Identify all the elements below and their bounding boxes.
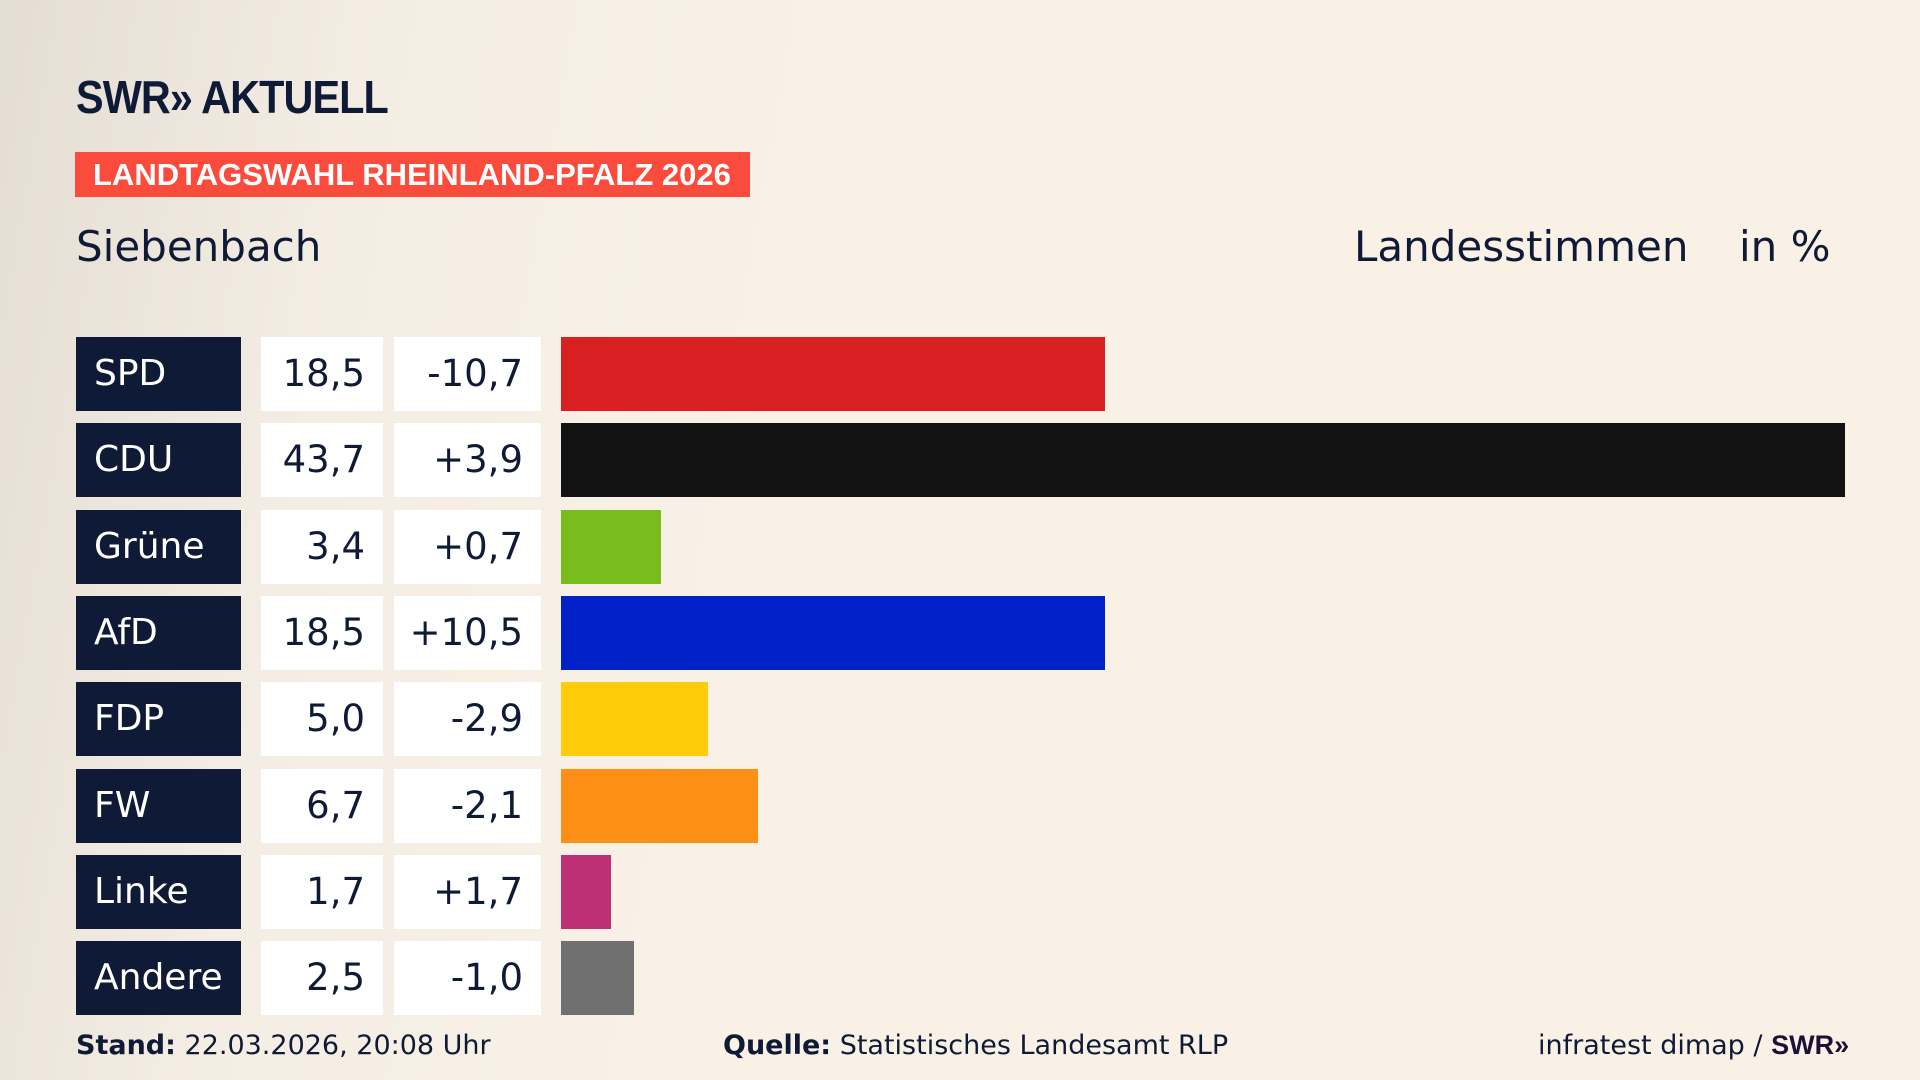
change-label: -1,0	[394, 941, 541, 1016]
change-label: -2,1	[394, 768, 541, 843]
party-label: FDP	[76, 682, 241, 757]
value-label: 43,7	[261, 423, 383, 498]
value-label: 18,5	[261, 595, 383, 670]
bar-linke	[561, 854, 611, 929]
change-label: +3,9	[394, 423, 541, 498]
value-label: 1,7	[261, 854, 383, 929]
change-label: +0,7	[394, 509, 541, 584]
change-label: +1,7	[394, 854, 541, 929]
footer-source: Quelle: Statistisches Landesamt RLP	[723, 1030, 1228, 1061]
value-label: 2,5	[261, 941, 383, 1016]
stand-label: Stand:	[76, 1030, 176, 1061]
change-label: -2,9	[394, 682, 541, 757]
bar-cdu	[561, 423, 1845, 498]
party-label: Grüne	[76, 509, 241, 584]
party-label: AfD	[76, 595, 241, 670]
source-label: Quelle:	[723, 1030, 832, 1061]
value-label: 3,4	[261, 509, 383, 584]
party-label: FW	[76, 768, 241, 843]
bar-fw	[561, 768, 758, 843]
party-label: CDU	[76, 423, 241, 498]
swr-aktuell-logo: SWR» AKTUELL	[76, 71, 389, 123]
footer-credit: infratest dimap / SWR»	[1538, 1030, 1849, 1061]
measure-label: Landesstimmen	[1354, 222, 1689, 271]
source-value: Statistisches Landesamt RLP	[839, 1030, 1229, 1061]
bar-grüne	[561, 509, 661, 584]
stand-value: 22.03.2026, 20:08 Uhr	[184, 1030, 491, 1061]
party-label: Andere	[76, 941, 241, 1016]
value-label: 6,7	[261, 768, 383, 843]
swr-logo: SWR»	[1771, 1030, 1850, 1060]
place-title: Siebenbach	[76, 222, 322, 271]
credit-text: infratest dimap /	[1538, 1030, 1772, 1061]
bar-fdp	[561, 682, 708, 757]
value-label: 18,5	[261, 337, 383, 411]
party-label: SPD	[76, 337, 241, 411]
footer-stand: Stand: 22.03.2026, 20:08 Uhr	[76, 1030, 491, 1061]
change-label: -10,7	[394, 337, 541, 411]
value-label: 5,0	[261, 682, 383, 757]
change-label: +10,5	[394, 595, 541, 670]
bar-afd	[561, 595, 1105, 670]
bar-spd	[561, 337, 1105, 411]
unit-label: in %	[1739, 222, 1831, 271]
election-banner: LANDTAGSWAHL RHEINLAND-PFALZ 2026	[75, 152, 750, 197]
party-label: Linke	[76, 854, 241, 929]
bar-andere	[561, 941, 635, 1016]
